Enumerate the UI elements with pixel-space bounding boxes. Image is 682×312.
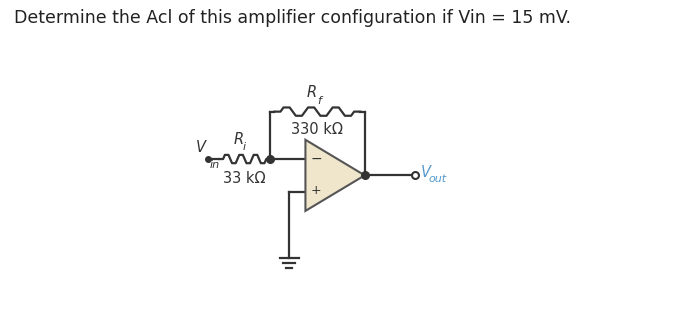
Text: V: V: [196, 139, 206, 154]
Text: V: V: [420, 165, 430, 180]
Text: Determine the Acl of this amplifier configuration if Vin = 15 mV.: Determine the Acl of this amplifier conf…: [14, 9, 571, 27]
Text: +: +: [310, 184, 321, 197]
Text: R: R: [307, 85, 317, 100]
Polygon shape: [306, 140, 365, 211]
Text: f: f: [318, 96, 322, 106]
Text: −: −: [310, 152, 322, 166]
Text: R: R: [234, 132, 243, 147]
Text: 330 kΩ: 330 kΩ: [291, 122, 343, 137]
Text: out: out: [429, 174, 447, 184]
Text: i: i: [243, 142, 246, 152]
Text: 33 kΩ: 33 kΩ: [224, 172, 266, 187]
Text: in: in: [210, 160, 220, 170]
